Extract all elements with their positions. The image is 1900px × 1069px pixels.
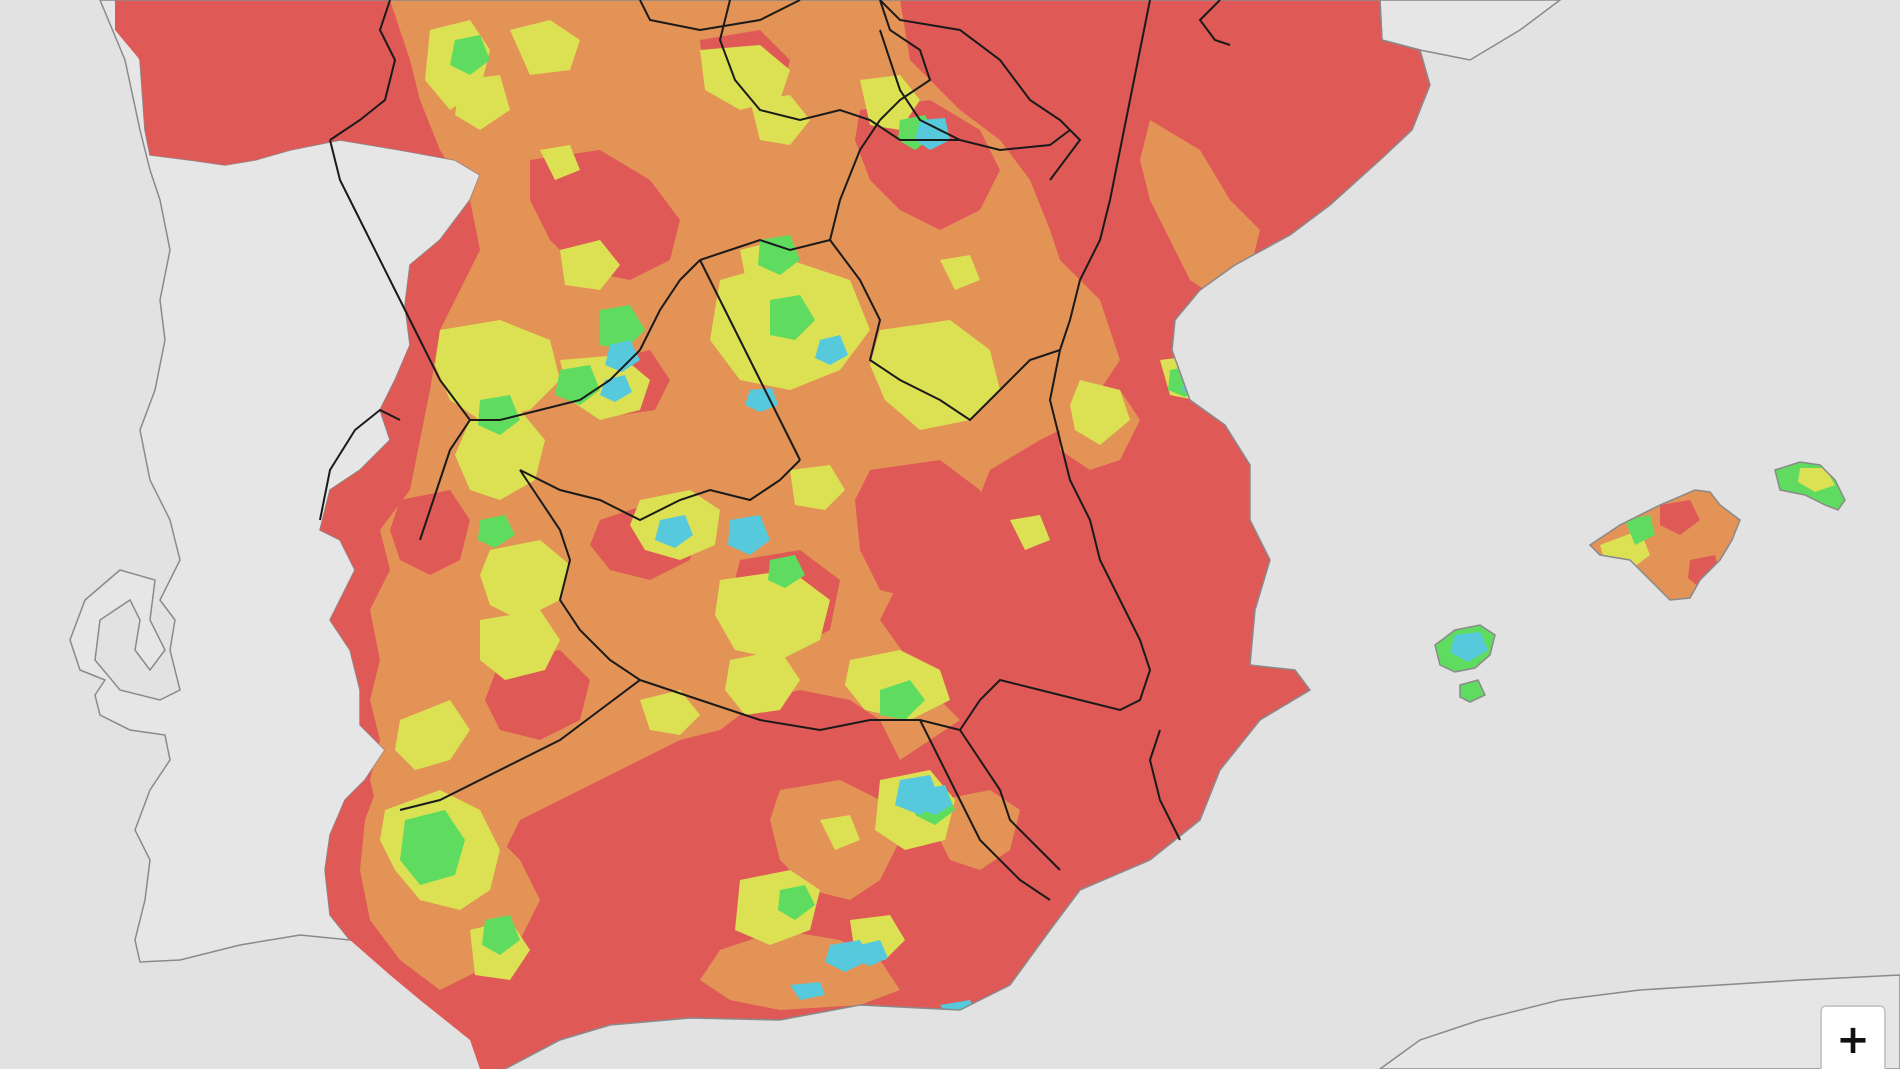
- spain-coastline: [115, 0, 1431, 1069]
- africa-landmass: [1378, 974, 1900, 1069]
- plus-icon: +: [1836, 1017, 1870, 1063]
- regional-borders: [319, 0, 1231, 901]
- mallorca-coast: [1588, 489, 1741, 601]
- zoom-in-button[interactable]: +: [1820, 1005, 1886, 1069]
- ibiza-coast: [1434, 624, 1496, 703]
- menorca-coast: [1774, 461, 1846, 511]
